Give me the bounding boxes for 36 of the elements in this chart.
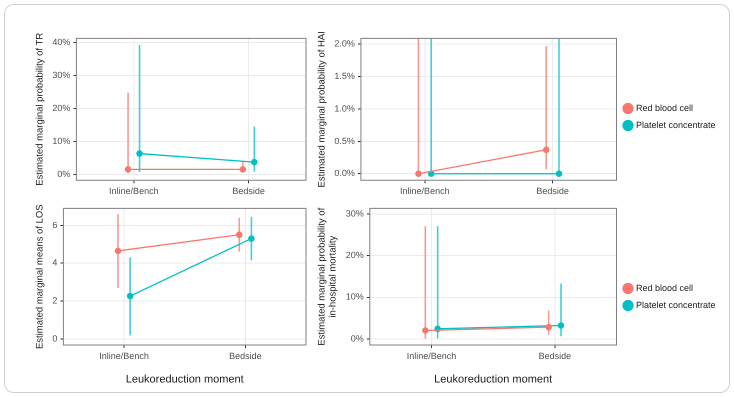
legend-label: Red blood cell [636, 102, 694, 113]
y-tick-label: 30% [346, 208, 364, 219]
y-tick-label: 40% [52, 37, 70, 48]
y-tick-label: 4 [52, 258, 58, 268]
x-tick-label: Bedside [229, 350, 262, 361]
y-tick-label: 0.5% [334, 136, 355, 146]
x-axis-title: Leukoreduction moment [434, 373, 552, 386]
y-tick-label: 20% [52, 102, 70, 113]
y-axis-title: Estimated marginal probability of HAI [316, 31, 328, 188]
y-tick-label: 0% [350, 333, 364, 344]
y-tick-label: 10% [52, 136, 70, 146]
x-tick-label: Bedside [232, 186, 265, 196]
x-tick-label: Inline/Bench [400, 186, 450, 196]
y-tick-label: 0.0% [334, 168, 355, 178]
y-tick-label: 1.0% [334, 103, 355, 114]
y-tick-label: 0 [52, 334, 58, 344]
y-tick-label: 20% [346, 250, 364, 260]
y-tick-label: 2 [52, 296, 58, 306]
y-axis-title: Estimated marginal probability of in-hospital mortality [316, 207, 339, 346]
y-tick-label: 30% [52, 70, 70, 80]
x-tick-label: Bedside [538, 350, 572, 361]
y-tick-label: 10% [346, 292, 364, 302]
y-tick-label: 1.5% [334, 71, 355, 82]
x-axis-title: Leukoreduction moment [126, 373, 244, 386]
y-axis-title: Estimated marginal means of LOS [34, 204, 46, 350]
y-tick-label: 6 [52, 220, 58, 230]
y-tick-label: 0% [57, 168, 70, 179]
y-axis-title: Estimated marginal probability of TR [34, 32, 46, 186]
legend-label: Platelet concentrate [636, 120, 716, 130]
x-tick-label: Inline/Bench [109, 186, 159, 196]
legend-label: Platelet concentrate [636, 300, 716, 310]
x-tick-label: Inline/Bench [99, 350, 149, 361]
legend-label: Red blood cell [636, 282, 694, 293]
y-tick-label: 2.0% [334, 38, 355, 49]
x-tick-label: Bedside [536, 186, 569, 196]
x-tick-label: Inline/Bench [406, 350, 456, 361]
